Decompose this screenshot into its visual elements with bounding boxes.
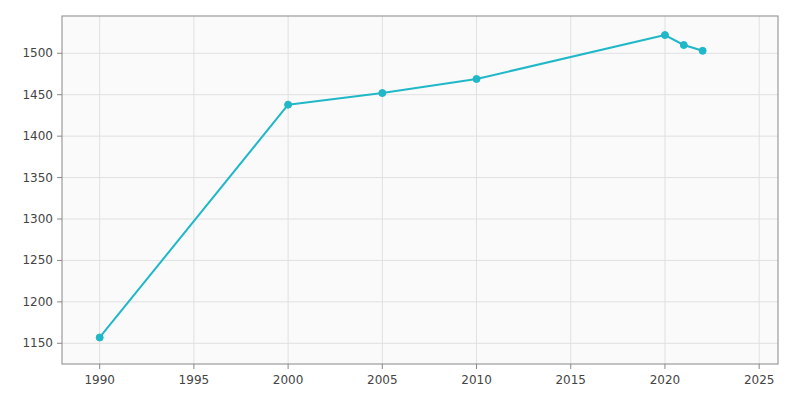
y-grid-line	[62, 94, 778, 95]
y-tick-label: 1500	[22, 46, 53, 60]
x-tick	[382, 364, 383, 369]
data-point	[680, 42, 687, 49]
y-grid-line	[62, 301, 778, 302]
y-grid-line	[62, 53, 778, 54]
y-grid-line	[62, 136, 778, 137]
y-tick	[57, 343, 62, 344]
x-tick	[476, 364, 477, 369]
x-grid-line	[570, 16, 571, 364]
y-tick-label: 1300	[22, 212, 53, 226]
x-tick-label: 2010	[461, 373, 492, 387]
x-tick	[759, 364, 760, 369]
x-grid-line	[193, 16, 194, 364]
y-tick	[57, 94, 62, 95]
y-tick-label: 1450	[22, 88, 53, 102]
x-tick	[99, 364, 100, 369]
data-point	[661, 32, 668, 39]
data-point	[473, 75, 480, 82]
x-tick-label: 2015	[555, 373, 586, 387]
y-tick	[57, 301, 62, 302]
x-tick-label: 2005	[367, 373, 398, 387]
grid	[62, 16, 778, 364]
data-line	[100, 35, 703, 337]
y-grid-line	[62, 260, 778, 261]
x-grid-line	[476, 16, 477, 364]
chart-container: 1990 1995 2000 2005 2010 2015 2020 2025 1150 1200…	[0, 0, 800, 400]
x-grid-line	[759, 16, 760, 364]
x-tick-label: 2025	[744, 373, 775, 387]
x-grid-line	[382, 16, 383, 364]
y-tick-label: 1400	[22, 129, 53, 143]
x-tick-label: 2000	[273, 373, 304, 387]
x-grid-line	[99, 16, 100, 364]
y-tick	[57, 136, 62, 137]
y-tick-label: 1250	[22, 253, 53, 267]
x-tick	[288, 364, 289, 369]
chart-svg: 1990 1995 2000 2005 2010 2015 2020 2025 1150 1200…	[0, 0, 800, 400]
x-grid-line	[288, 16, 289, 364]
y-tick	[57, 53, 62, 54]
x-tick	[193, 364, 194, 369]
axes: 1990 1995 2000 2005 2010 2015 2020 2025 1150 1200…	[22, 16, 778, 387]
y-grid-line	[62, 177, 778, 178]
x-tick-label: 1990	[84, 373, 115, 387]
page: {"chart_data": {"type": "line", "x": [19…	[0, 0, 800, 400]
x-tick	[570, 364, 571, 369]
y-tick	[57, 219, 62, 220]
data-point	[379, 90, 386, 97]
plot-background	[62, 16, 778, 364]
x-tick-label: 2020	[650, 373, 681, 387]
x-grid-line	[664, 16, 665, 364]
y-grid-line	[62, 343, 778, 344]
y-tick	[57, 177, 62, 178]
data-layer	[96, 32, 706, 341]
y-grid-line	[62, 219, 778, 220]
y-tick-label: 1150	[22, 336, 53, 350]
x-tick-label: 1995	[179, 373, 210, 387]
data-point	[96, 334, 103, 341]
data-point	[285, 101, 292, 108]
y-tick-label: 1200	[22, 295, 53, 309]
y-tick	[57, 260, 62, 261]
data-point	[699, 47, 706, 54]
y-tick-label: 1350	[22, 171, 53, 185]
x-tick	[664, 364, 665, 369]
plot-frame	[62, 16, 778, 364]
